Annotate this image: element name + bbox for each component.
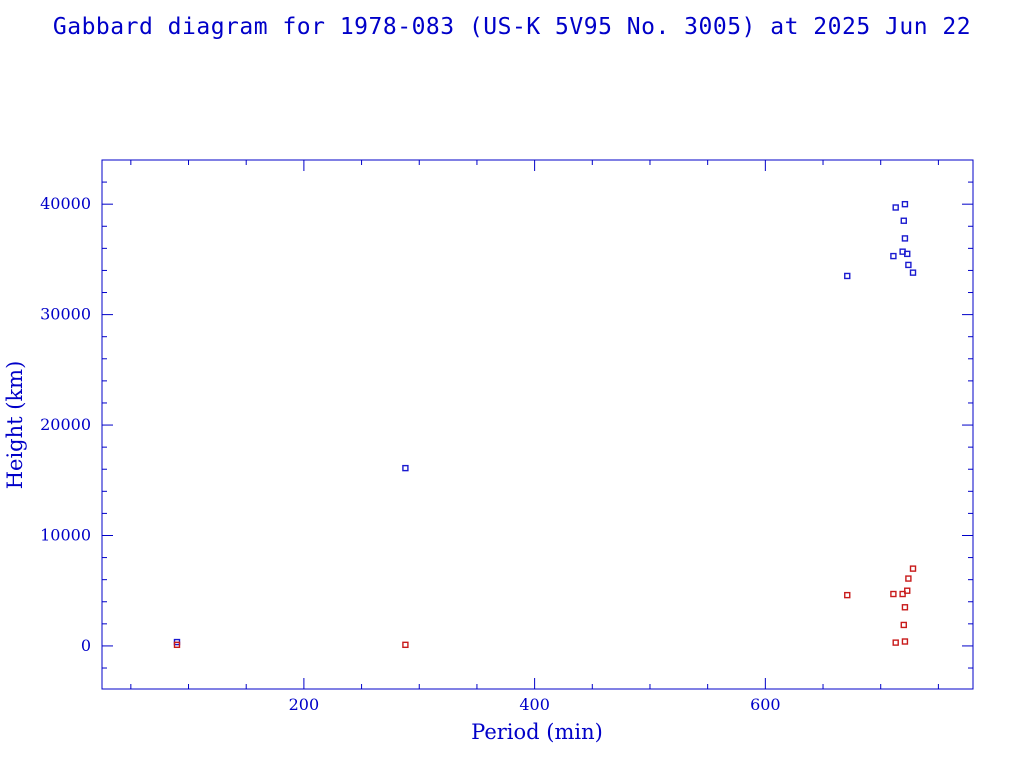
apogee-point: [844, 272, 851, 280]
apogee-point: [890, 252, 897, 260]
data-points: [173, 200, 917, 649]
y-tick-label: 0: [81, 636, 91, 655]
perigee-point: [173, 641, 181, 649]
apogee-point: [901, 235, 909, 242]
y-tick-label: 10000: [40, 525, 91, 544]
y-tick-label: 20000: [40, 415, 91, 434]
tick-labels: 200 400 600 0 10000 20000 30000 40000: [40, 194, 781, 714]
x-tick-label: 200: [289, 695, 320, 714]
perigee-point: [904, 587, 911, 594]
perigee-point: [899, 590, 906, 598]
perigee-point: [909, 565, 917, 572]
minor-ticks: [102, 160, 973, 689]
perigee-point: [900, 621, 907, 629]
perigee-point: [905, 575, 912, 582]
perigee-point: [844, 591, 851, 599]
major-ticks: [102, 160, 973, 689]
y-tick-label: 40000: [40, 194, 91, 213]
apogee-point: [900, 217, 907, 224]
x-tick-label: 400: [519, 695, 550, 714]
chart-title: Gabbard diagram for 1978-083 (US-K 5V95 …: [52, 14, 972, 40]
y-axis-label: Height (km): [3, 361, 27, 490]
apogee-point: [905, 261, 912, 269]
apogee-point: [904, 250, 911, 258]
apogee-point: [909, 269, 917, 276]
y-tick-label: 30000: [40, 305, 91, 324]
perigee-point: [901, 638, 909, 645]
apogee-point: [402, 464, 409, 472]
perigee-point: [890, 590, 897, 598]
x-tick-label: 600: [750, 695, 781, 714]
plot-frame: [101, 159, 974, 690]
apogee-point: [901, 200, 909, 208]
perigee-point: [892, 639, 899, 646]
perigee-point: [901, 604, 909, 611]
perigee-point: [402, 641, 409, 649]
x-axis-label: Period (min): [471, 720, 603, 744]
apogee-point: [892, 204, 899, 211]
